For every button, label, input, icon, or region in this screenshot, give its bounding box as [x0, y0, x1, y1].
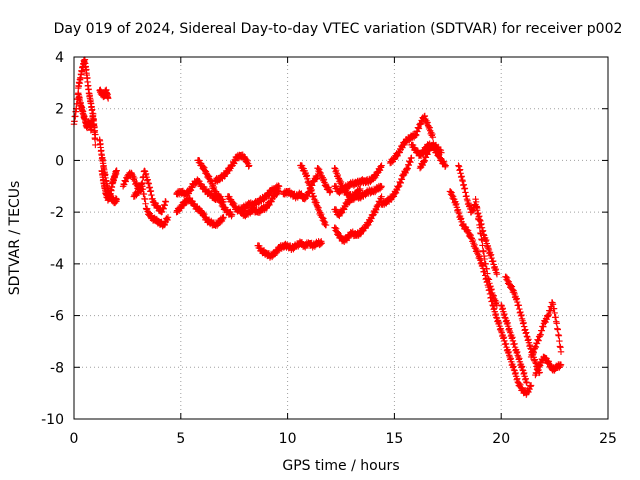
data-point — [322, 221, 330, 229]
data-point — [553, 320, 560, 327]
data-point-interp — [472, 198, 480, 206]
data-point — [357, 185, 364, 193]
data-point — [557, 348, 565, 355]
series-arc-night-e — [498, 302, 531, 386]
data-point — [429, 133, 437, 141]
series-arc-morning-b — [130, 182, 172, 230]
series-arc-night-d — [502, 273, 543, 377]
series-arc-midday-b — [173, 194, 227, 229]
series-arc-afternoon-e — [314, 164, 334, 196]
series-arc-evening-e — [378, 154, 415, 208]
series-arc-early-c — [96, 86, 112, 102]
tick-labels: 0 5 10 15 20 25 -10 -8 -6 -4 -2 0 2 4 — [41, 50, 617, 447]
data-point — [378, 183, 385, 190]
x-tick-label: 10 — [279, 431, 297, 447]
chart-title: Day 019 of 2024, Sidereal Day-to-day VTE… — [54, 21, 623, 37]
y-tick-label: -10 — [41, 412, 64, 428]
y-tick-label: 4 — [55, 50, 64, 66]
data-point — [162, 198, 170, 205]
data-point-interp — [474, 210, 481, 217]
data-point — [527, 382, 535, 389]
data-point — [113, 196, 120, 203]
series-arc-midday-c — [194, 156, 236, 220]
data-point-interp — [477, 230, 485, 238]
data-point-interp — [473, 204, 481, 212]
series-arc-evening-c — [331, 182, 385, 220]
data-point — [408, 154, 415, 162]
series-arc-night-g — [532, 353, 565, 379]
series-arc-afternoon-c — [280, 172, 321, 203]
series-arc-night-f — [527, 299, 565, 361]
data-point — [92, 131, 99, 138]
data-point — [493, 271, 501, 278]
data-point — [275, 188, 283, 195]
data-point-interp — [556, 337, 563, 345]
data-point-interp — [478, 236, 486, 244]
data-point — [104, 95, 112, 102]
series-arc-afternoon-b — [237, 187, 283, 220]
data-point — [228, 211, 236, 218]
data-point — [318, 239, 325, 247]
data-point-interp — [555, 332, 563, 339]
x-tick-label: 15 — [385, 431, 403, 447]
data-points — [70, 56, 565, 398]
x-tick-label: 25 — [599, 431, 617, 447]
data-point — [476, 224, 484, 231]
series-arc-evening-d — [331, 193, 385, 245]
y-tick-label: -6 — [50, 309, 64, 325]
y-tick-label: 2 — [55, 102, 64, 118]
series-arc-night-c — [472, 196, 501, 309]
data-point — [113, 167, 120, 174]
series-arc-early-b — [75, 56, 99, 138]
series-arc-early-e — [98, 167, 120, 204]
y-tick-label: 0 — [55, 153, 64, 169]
y-tick-label: -4 — [50, 257, 64, 273]
data-point — [523, 379, 531, 386]
x-tick-label: 0 — [70, 431, 79, 447]
series-arc-midday-d — [211, 151, 253, 185]
y-tick-label: -2 — [50, 205, 64, 221]
data-point — [438, 149, 445, 156]
series-arc-afternoon-d — [297, 162, 330, 229]
data-point — [245, 162, 253, 169]
data-point — [220, 214, 227, 221]
data-point — [557, 361, 565, 368]
series-arc-low-a — [254, 238, 325, 261]
data-point — [378, 162, 385, 169]
series-arc-night-a — [446, 188, 535, 398]
y-axis-label: SDTVAR / TECUs — [7, 181, 23, 296]
data-point-interp — [479, 242, 486, 249]
data-point-interp — [475, 216, 482, 223]
x-axis-label: GPS time / hours — [282, 458, 399, 474]
data-point — [327, 188, 334, 195]
series-arc-evening-h — [416, 140, 445, 172]
data-point — [442, 162, 449, 169]
y-tick-label: -8 — [50, 360, 64, 376]
data-point-interp — [554, 326, 562, 333]
plot-frame — [73, 56, 609, 420]
series-arc-evening-f — [386, 112, 437, 167]
x-tick-label: 5 — [176, 431, 185, 447]
x-tick-label: 20 — [492, 431, 510, 447]
data-point — [164, 214, 172, 221]
data-point — [378, 193, 385, 200]
